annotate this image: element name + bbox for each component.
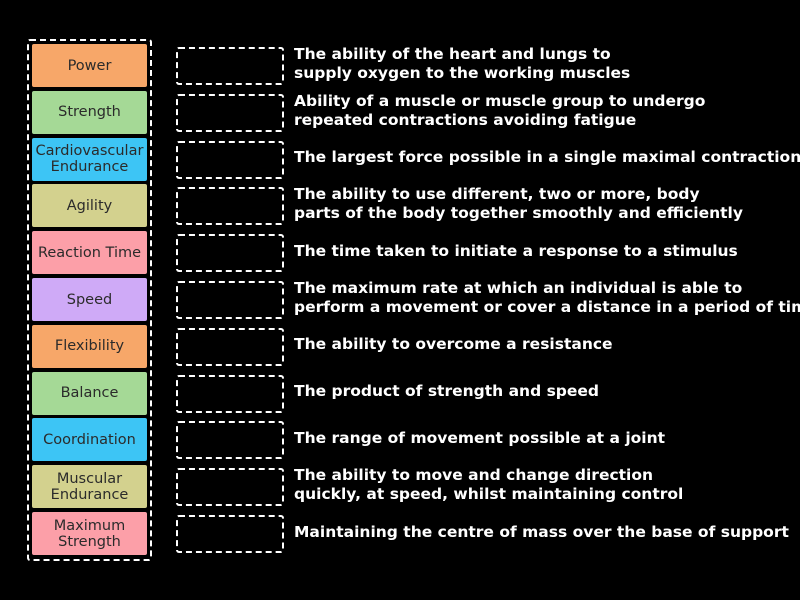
definition-line: perform a movement or cover a distance i… [294, 298, 800, 316]
tile-tray [27, 39, 152, 561]
definition-text: The product of strength and speed [294, 382, 794, 401]
definition-text: The maximum rate at which an individual … [294, 279, 800, 317]
definition-line: The time taken to initiate a response to… [294, 241, 738, 260]
definition-line: repeated contractions avoiding fatigue [294, 110, 637, 129]
answer-tile[interactable]: Speed [32, 278, 147, 321]
definition-line: quickly, at speed, whilst maintaining co… [294, 485, 684, 504]
answer-tile[interactable]: Flexibility [32, 324, 147, 368]
definition-line: The ability of the heart and lungs to [294, 45, 611, 63]
definition-text: The range of movement possible at a join… [294, 429, 794, 448]
definition-line: The range of movement possible at a join… [294, 428, 666, 447]
drop-slot[interactable] [176, 281, 284, 319]
definition-text: The ability to use different, two or mor… [294, 185, 794, 223]
answer-tile[interactable]: Reaction Time [32, 231, 147, 275]
definition-line: Ability of a muscle or muscle group to u… [294, 91, 706, 110]
answer-tile[interactable]: Power [32, 44, 147, 87]
drop-slot[interactable] [176, 374, 284, 413]
definition-text: Ability of a muscle or muscle group to u… [294, 92, 794, 130]
definition-text: The ability to overcome a resistance [294, 335, 794, 354]
definition-line: The maximum rate at which an individual … [294, 279, 743, 297]
answer-tile[interactable]: Balance [32, 371, 147, 415]
answer-tile[interactable]: Maximum Strength [32, 512, 147, 555]
definition-line: parts of the body together smoothly and … [294, 204, 743, 223]
drop-slot[interactable] [176, 515, 284, 553]
drop-slot[interactable] [176, 468, 284, 507]
answer-tile[interactable]: Muscular Endurance [32, 465, 147, 509]
definition-text: The largest force possible in a single m… [294, 148, 800, 167]
drop-slot[interactable] [176, 421, 284, 460]
definition-text: Maintaining the centre of mass over the … [294, 523, 794, 542]
definition-line: The ability to use different, two or mor… [294, 185, 700, 204]
definition-line: Maintaining the centre of mass over the … [294, 522, 789, 541]
definition-line: The ability to overcome a resistance [294, 335, 613, 354]
drop-slot[interactable] [176, 47, 284, 85]
answer-tile[interactable]: Strength [32, 90, 147, 134]
definition-text: The time taken to initiate a response to… [294, 242, 794, 261]
definition-text: The ability to move and change direction… [294, 466, 794, 504]
drop-slot[interactable] [176, 93, 284, 132]
definition-text: The ability of the heart and lungs to sup… [294, 45, 794, 83]
answer-tile[interactable]: Cardiovascular Endurance [32, 137, 147, 181]
answer-tile[interactable]: Coordination [32, 418, 147, 462]
drop-slot[interactable] [176, 234, 284, 273]
drop-slot[interactable] [176, 327, 284, 366]
drop-slot[interactable] [176, 187, 284, 226]
definition-line: supply oxygen to the working muscles [294, 64, 631, 82]
definition-line: The product of strength and speed [294, 382, 600, 401]
definition-line: The largest force possible in a single m… [294, 148, 800, 167]
drop-slot[interactable] [176, 140, 284, 179]
definition-line: The ability to move and change direction [294, 466, 654, 485]
answer-tile[interactable]: Agility [32, 184, 147, 228]
